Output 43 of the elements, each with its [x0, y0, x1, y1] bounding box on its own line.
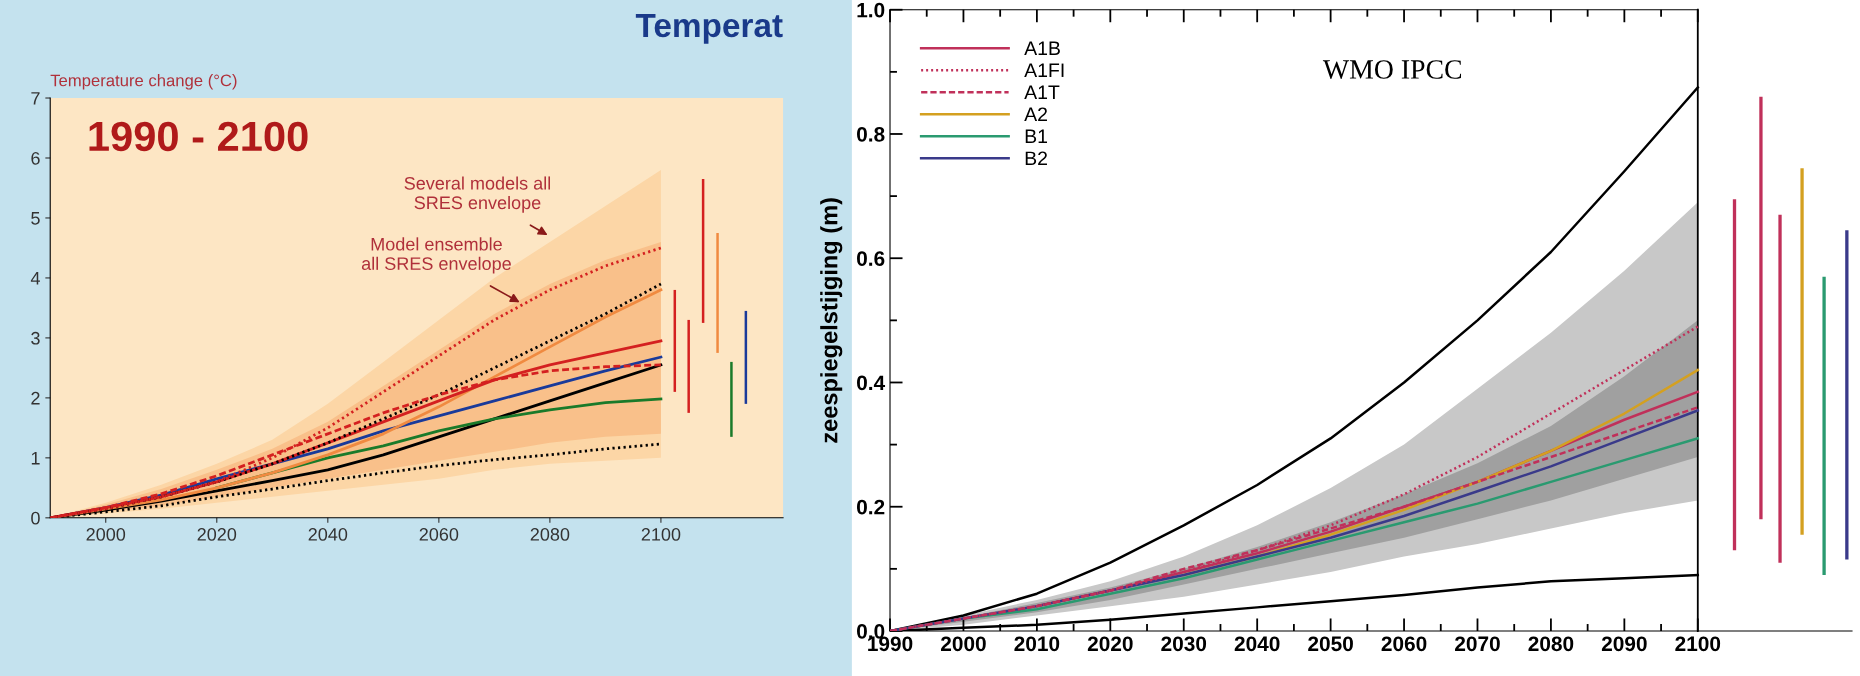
y-tick-label: 2: [31, 391, 40, 405]
x-tick-label: 2070: [1455, 636, 1500, 652]
y-tick-label: 1: [31, 451, 40, 465]
x-tick-label: 2100: [641, 528, 681, 541]
y-axis-title: zeespiegelstijging (m): [820, 198, 843, 443]
x-tick-label: 2060: [419, 528, 459, 541]
x-tick-label: 2000: [941, 636, 986, 652]
annotation: 1990 - 2100: [89, 121, 308, 152]
y-tick-label: 0: [31, 511, 40, 525]
x-tick-label: 2080: [530, 528, 570, 541]
x-tick-label: 2060: [1381, 636, 1427, 652]
legend-label: A1T: [1024, 85, 1060, 99]
y-axis-title: Temperature change (°C): [50, 74, 237, 90]
annotation: WMO IPCC: [1322, 60, 1462, 79]
legend-label: B1: [1025, 129, 1048, 143]
annotation: Model ensemble all SRES envelope: [361, 237, 511, 274]
y-tick-label: 3: [31, 331, 40, 345]
y-tick-label: 0.6: [857, 251, 885, 266]
x-tick-label: 2100: [1675, 636, 1721, 652]
y-tick-label: 7: [31, 92, 40, 105]
chart-title: Temperat: [635, 13, 783, 44]
x-tick-label: 2080: [1528, 636, 1574, 652]
y-tick-label: 6: [31, 151, 40, 165]
y-tick-label: 0.2: [857, 499, 885, 515]
y-tick-label: 5: [31, 212, 40, 225]
x-tick-label: 2010: [1014, 636, 1060, 652]
legend-label: A1FI: [1024, 63, 1064, 77]
x-tick-label: 2090: [1601, 636, 1647, 652]
legend-label: A2: [1024, 107, 1047, 121]
x-tick-label: 2000: [86, 528, 126, 541]
legend-label: B2: [1025, 151, 1047, 166]
y-tick-label: 0.8: [857, 126, 885, 142]
x-tick-label: 2050: [1308, 636, 1353, 652]
y-tick-label: 4: [30, 272, 40, 285]
legend-label: A1B: [1024, 41, 1060, 55]
x-tick-label: 2030: [1161, 636, 1207, 652]
x-tick-label: 2020: [197, 528, 237, 541]
y-tick-label: 1.0: [857, 2, 885, 18]
y-tick-label: 0.4: [857, 375, 886, 391]
x-tick-label: 2040: [308, 528, 348, 541]
annotation: Several models all SRES envelope: [404, 176, 551, 213]
x-tick-label: 2020: [1087, 636, 1133, 652]
x-tick-label: 2040: [1234, 636, 1280, 652]
